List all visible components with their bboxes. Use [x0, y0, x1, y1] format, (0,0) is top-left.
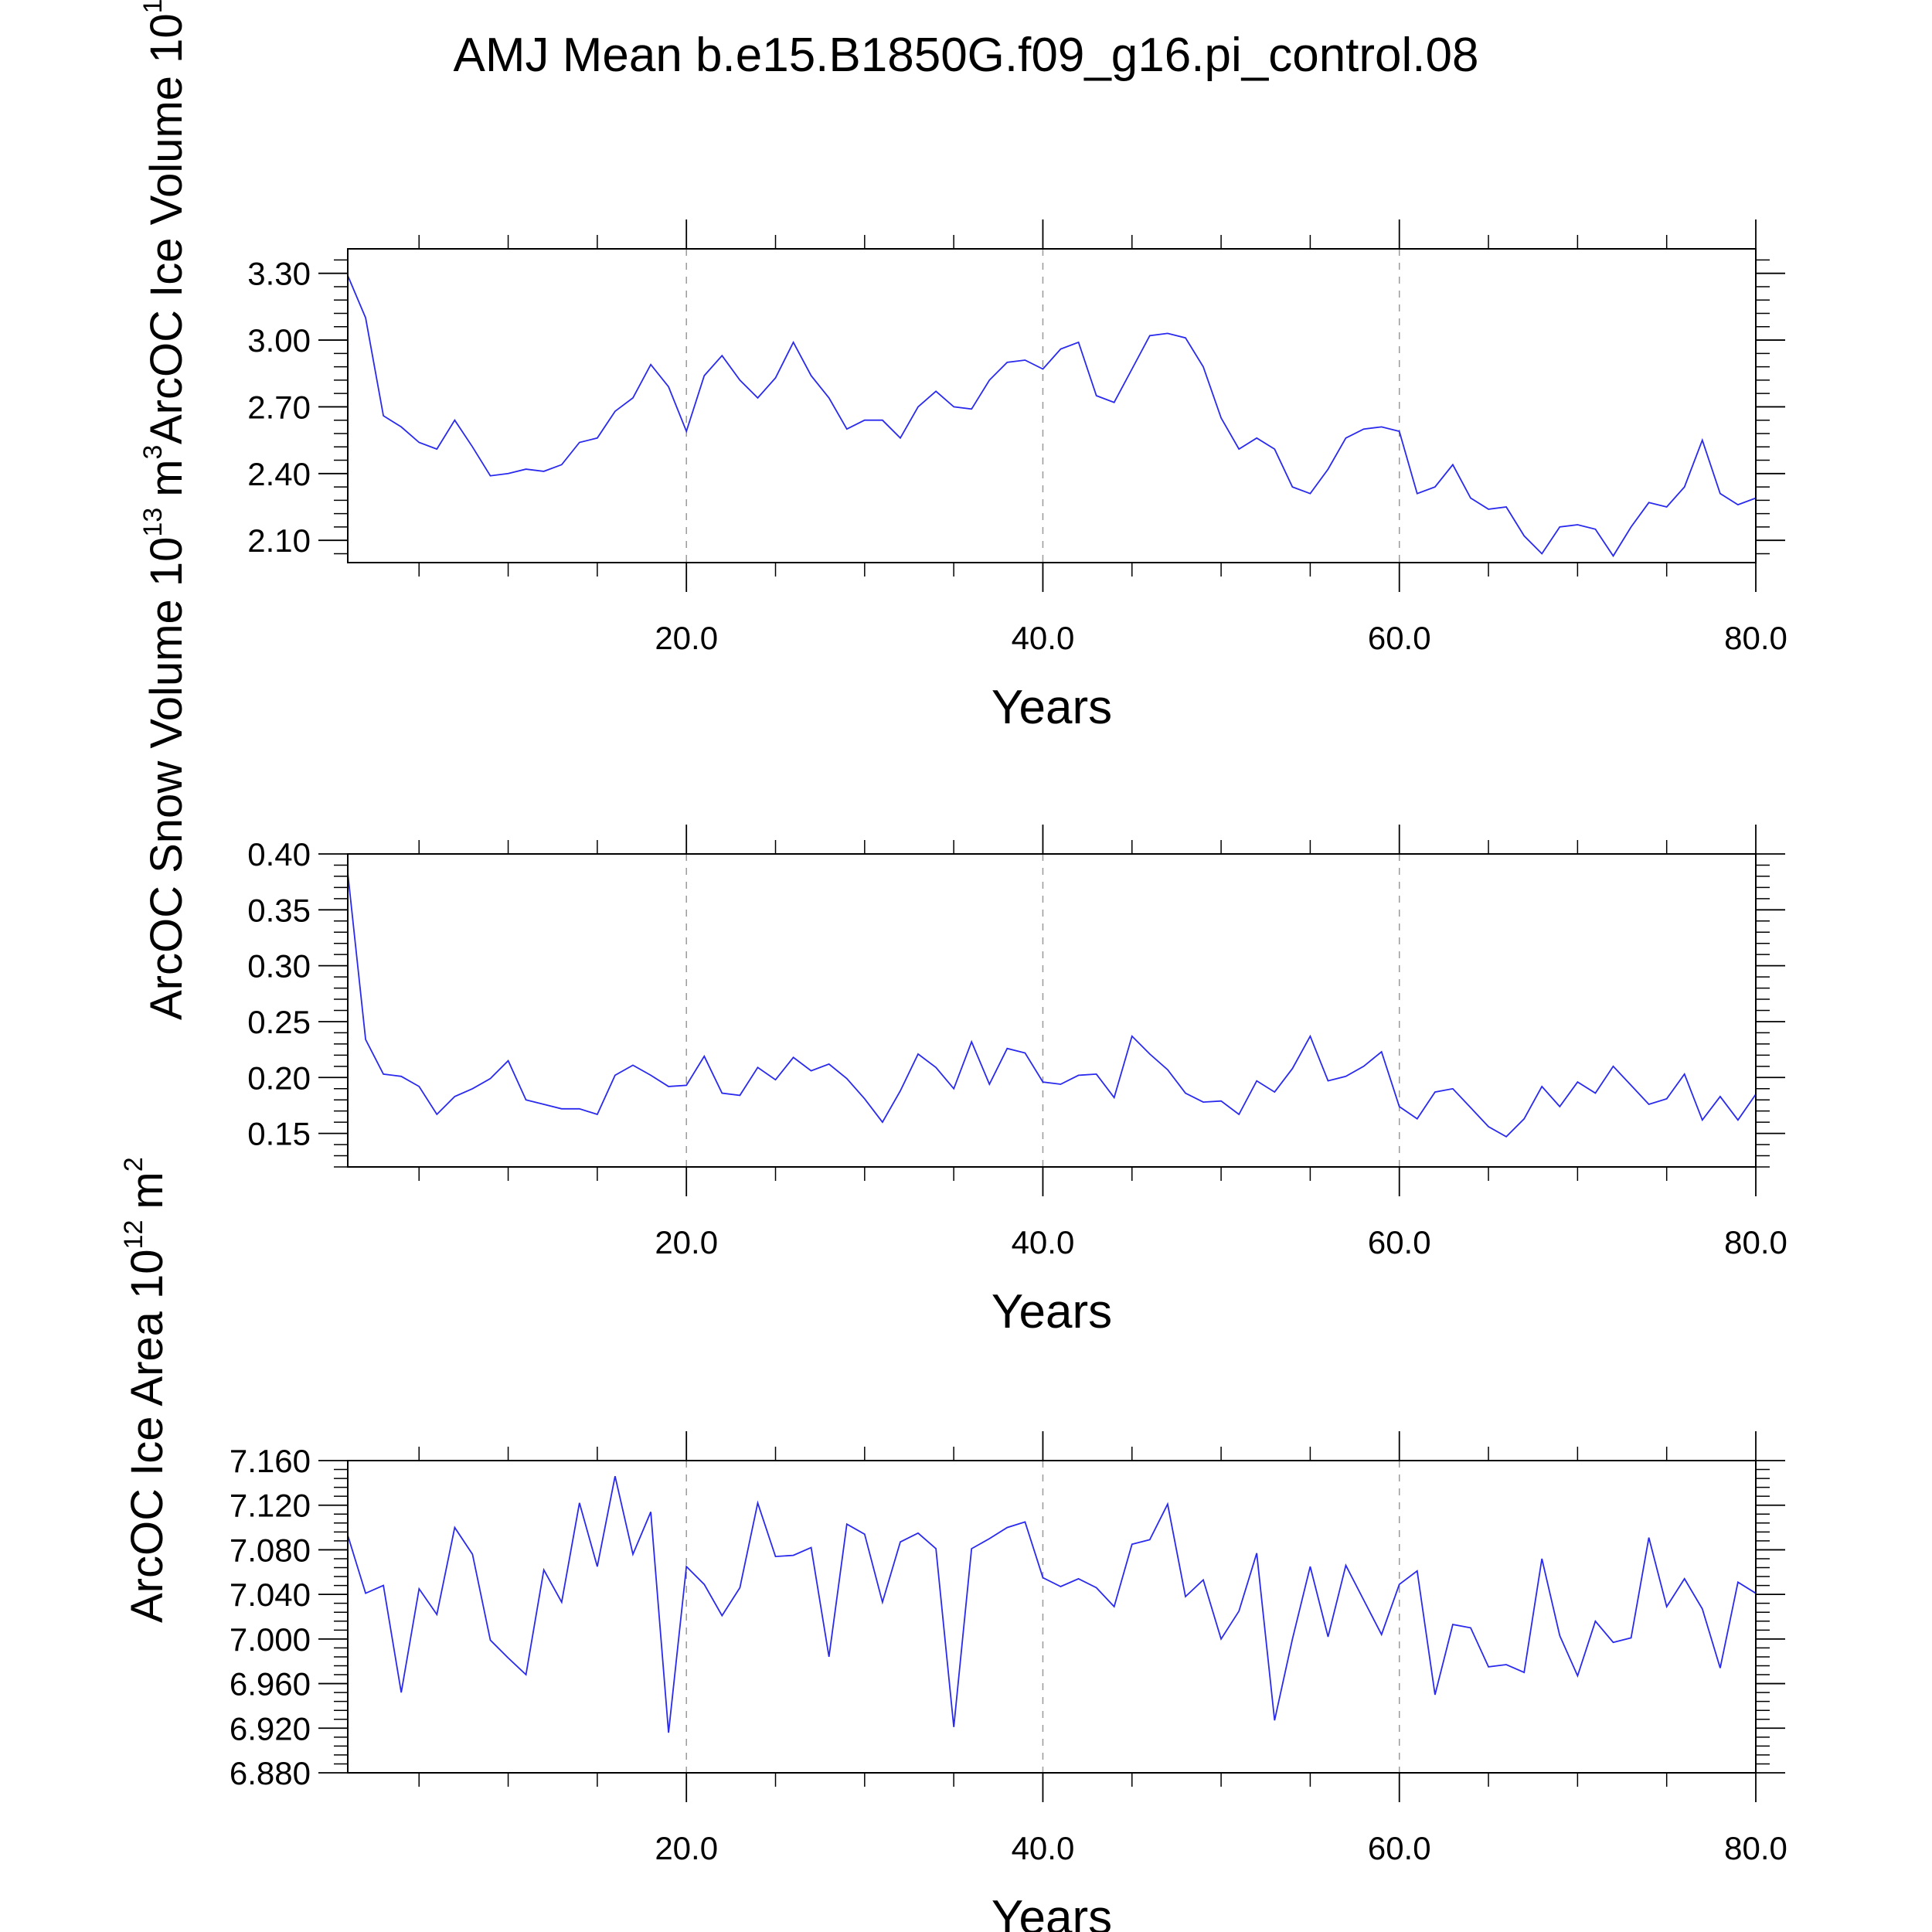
top-x-tick-label: 40.0: [1012, 620, 1075, 656]
middle-y-tick-label: 0.20: [247, 1060, 311, 1096]
bottom-y-tick-label: 6.880: [230, 1755, 311, 1791]
middle-x-tick-label: 20.0: [655, 1224, 718, 1260]
bottom-y-tick-label: 7.040: [230, 1577, 311, 1613]
top-plot-frame: [347, 248, 1757, 563]
bottom-plot-frame: [347, 1460, 1757, 1774]
middle-plot-frame: [347, 853, 1757, 1168]
bottom-series-line: [347, 1475, 1757, 1733]
top-y-tick-label: 3.30: [247, 256, 311, 292]
bottom-panel: 20.0 40.0 60.0 80.0 6.880 6.920 6.960 7.000 7.04…: [119, 1157, 1787, 1932]
bottom-y-tick-label: 7.160: [230, 1443, 311, 1479]
middle-series-line: [347, 872, 1757, 1138]
middle-x-tick-label: 40.0: [1012, 1224, 1075, 1260]
middle-y-tick-label: 0.35: [247, 892, 311, 928]
top-x-axis-label: Years: [992, 681, 1112, 734]
top-x-tick-label: 80.0: [1724, 620, 1787, 656]
bottom-y-tick-label: 6.960: [230, 1666, 311, 1702]
middle-y-tick-label: 0.30: [247, 948, 311, 985]
top-y-tick-label: 2.10: [247, 522, 311, 559]
bottom-y-tick-label: 7.080: [230, 1532, 311, 1568]
middle-y-axis-label: ArcOC Snow Volume 1013m3: [138, 445, 192, 1020]
chart-panels: 20.0 40.0 60.0 80.0 2.10 2.40 2.70 3.00 3.30 Year…: [119, 0, 1787, 1932]
top-x-tick-label: 20.0: [655, 620, 718, 656]
bottom-y-tick-label: 6.920: [230, 1710, 311, 1747]
bottom-y-tick-label: 7.120: [230, 1488, 311, 1524]
top-y-tick-label: 2.70: [247, 389, 311, 425]
bottom-x-tick-label: 40.0: [1012, 1830, 1075, 1866]
top-panel: 20.0 40.0 60.0 80.0 2.10 2.40 2.70 3.00 3.30 Year…: [138, 0, 1787, 734]
middle-y-tick-label: 0.15: [247, 1116, 311, 1152]
middle-x-tick-label: 80.0: [1724, 1224, 1787, 1260]
bottom-x-tick-label: 20.0: [655, 1830, 718, 1866]
middle-panel: 20.0 40.0 60.0 80.0 0.15 0.20 0.25 0.30 0.35 0.40…: [138, 445, 1787, 1338]
bottom-y-axis-label: ArcOC Ice Area 1012m2: [119, 1157, 172, 1623]
middle-x-tick-label: 60.0: [1368, 1224, 1431, 1260]
bottom-x-tick-label: 60.0: [1368, 1830, 1431, 1866]
top-x-tick-label: 60.0: [1368, 620, 1431, 656]
top-y-tick-label: 2.40: [247, 456, 311, 492]
bottom-y-tick-label: 7.000: [230, 1621, 311, 1658]
top-y-tick-label: 3.00: [247, 322, 311, 359]
bottom-x-axis-label: Years: [992, 1891, 1112, 1932]
middle-y-tick-label: 0.40: [247, 836, 311, 872]
middle-x-axis-label: Years: [992, 1285, 1112, 1338]
top-series-line: [347, 275, 1757, 558]
middle-y-tick-label: 0.25: [247, 1004, 311, 1040]
chart-title: AMJ Mean b.e15.B1850G.f09_g16.pi_control…: [453, 29, 1478, 82]
bottom-x-tick-label: 80.0: [1724, 1830, 1787, 1866]
top-y-axis-label: ArcOC Ice Volume 1013m3: [138, 0, 192, 444]
